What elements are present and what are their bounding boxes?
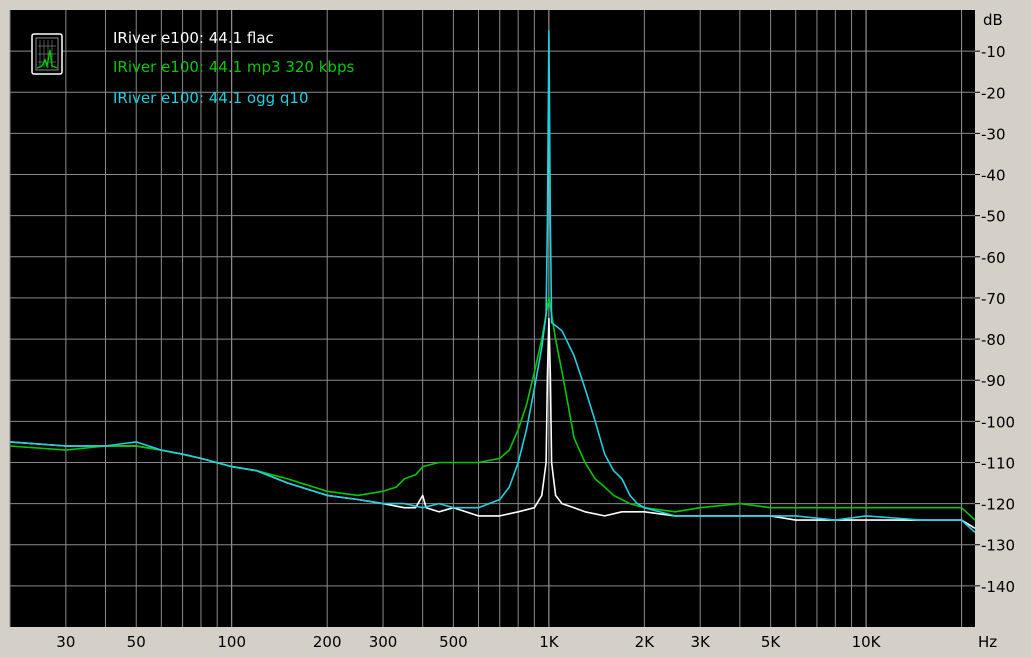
y-axis: -10 -20 -30 -40 -50 -60 -70 -80 -90 -100 -110 -120 -…	[975, 43, 1015, 596]
y-tick-label: -90	[981, 372, 1006, 390]
y-tick-label: -30	[981, 125, 1006, 143]
series-line-2	[9, 29, 976, 533]
x-tick-label: 2K	[635, 633, 656, 651]
x-tick-label: 200	[313, 633, 342, 651]
x-tick-label: 3K	[691, 633, 712, 651]
y-tick-label: -70	[981, 290, 1006, 308]
legend: IRiver e100: 44.1 flac IRiver e100: 44.1…	[31, 29, 354, 107]
x-axis: 30 50 100 200 300 500 1K 2K 3K 5K 10K	[56, 633, 881, 651]
x-tick-label: 50	[127, 633, 146, 651]
y-tick-label: -140	[981, 578, 1015, 596]
x-tick-label: 100	[217, 633, 246, 651]
y-tick-label: -120	[981, 496, 1015, 514]
x-tick-label: 10K	[852, 633, 882, 651]
x-tick-label: 30	[56, 633, 75, 651]
x-tick-label: 500	[439, 633, 468, 651]
y-tick-label: -40	[981, 167, 1006, 185]
y-tick-label: -20	[981, 84, 1006, 102]
x-tick-label: 1K	[539, 633, 560, 651]
y-unit-label: dB	[983, 11, 1003, 29]
y-tick-label: -130	[981, 537, 1015, 555]
x-unit-label: Hz	[978, 633, 997, 651]
y-tick-label: -80	[981, 331, 1006, 349]
plot-area	[10, 10, 975, 627]
grid-lines	[9, 10, 975, 627]
series-layer	[9, 29, 976, 533]
legend-entry-ogg: IRiver e100: 44.1 ogg q10	[113, 89, 309, 107]
spectrum-analyzer-icon	[31, 33, 63, 75]
legend-entry-flac: IRiver e100: 44.1 flac	[113, 29, 274, 47]
x-tick-label: 5K	[761, 633, 782, 651]
y-tick-label: -50	[981, 208, 1006, 226]
y-tick-label: -10	[981, 43, 1006, 61]
x-tick-label: 300	[369, 633, 398, 651]
y-tick-label: -60	[981, 249, 1006, 267]
legend-entry-mp3: IRiver e100: 44.1 mp3 320 kbps	[113, 58, 354, 76]
y-tick-label: -110	[981, 454, 1015, 472]
y-tick-label: -100	[981, 413, 1015, 431]
